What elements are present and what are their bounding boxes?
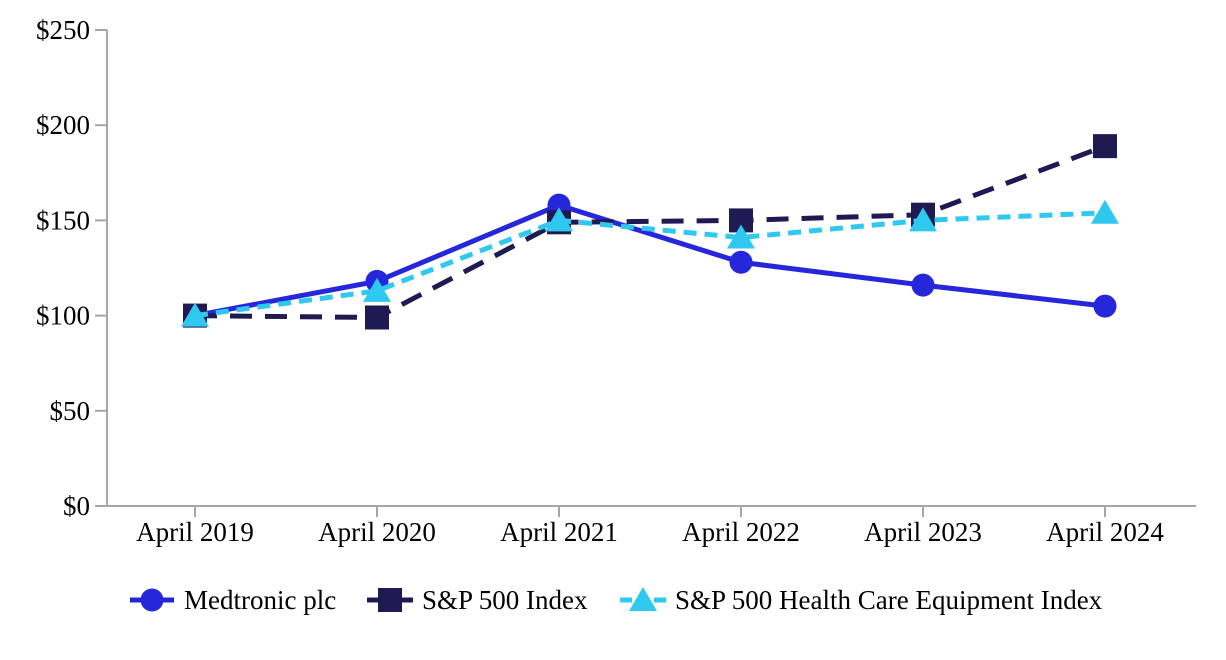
legend-item-sp500: S&P 500 Index — [366, 583, 588, 617]
data-point-series0-5 — [1093, 294, 1117, 318]
y-axis-label-1: $50 — [50, 396, 91, 426]
x-axis-label-1: April 2020 — [318, 517, 436, 547]
x-axis-label-4: April 2023 — [864, 517, 982, 547]
data-point-series2-1 — [363, 277, 391, 302]
y-axis-label-2: $100 — [36, 301, 90, 331]
data-point-series1-5 — [1093, 134, 1117, 159]
series-line-0 — [194, 202, 1106, 319]
legend-item-medtronic: Medtronic plc — [128, 583, 336, 617]
data-point-series0-4 — [911, 273, 935, 297]
x-axis-label-0: April 2019 — [136, 517, 254, 547]
y-axis-label-4: $200 — [36, 110, 90, 140]
medtronic-circle-line-icon — [130, 588, 174, 612]
series-line-2 — [194, 210, 1106, 319]
sp500-square-dash-icon — [367, 588, 413, 612]
legend-marker-shape-1 — [378, 588, 402, 612]
y-axis-label-5: $250 — [36, 15, 90, 45]
legend-marker-shape-2 — [629, 587, 657, 611]
legend-marker-shape-0 — [140, 588, 164, 612]
legend-item-sp500-healthcare-equipment: S&P 500 Health Care Equipment Index — [619, 583, 1102, 617]
y-axis-label-0: $0 — [63, 491, 90, 521]
x-axis-label-2: April 2021 — [500, 517, 618, 547]
data-point-series2-0 — [181, 302, 209, 327]
performance-line-chart: $0 $50 $100 $150 $200 $250 April 2019 April 202… — [36, 15, 1196, 547]
series-line-1 — [194, 143, 1106, 321]
x-axis-label-5: April 2024 — [1046, 517, 1164, 547]
data-point-series2-4 — [909, 207, 937, 232]
legend-label-sp500: S&P 500 Index — [422, 584, 588, 615]
x-axis-label-3: April 2022 — [682, 517, 800, 547]
legend-label-sp500-healthcare-equipment: S&P 500 Health Care Equipment Index — [675, 584, 1103, 615]
data-point-series2-5 — [1091, 199, 1119, 224]
data-point-series1-1 — [365, 305, 389, 330]
data-point-series2-2 — [545, 207, 573, 232]
legend-label-medtronic: Medtronic plc — [184, 584, 337, 615]
y-axis-label-3: $150 — [36, 205, 90, 235]
data-point-series0-3 — [729, 250, 753, 274]
healthcare-equipment-triangle-dash-icon — [620, 587, 666, 611]
data-point-series2-3 — [727, 224, 755, 249]
